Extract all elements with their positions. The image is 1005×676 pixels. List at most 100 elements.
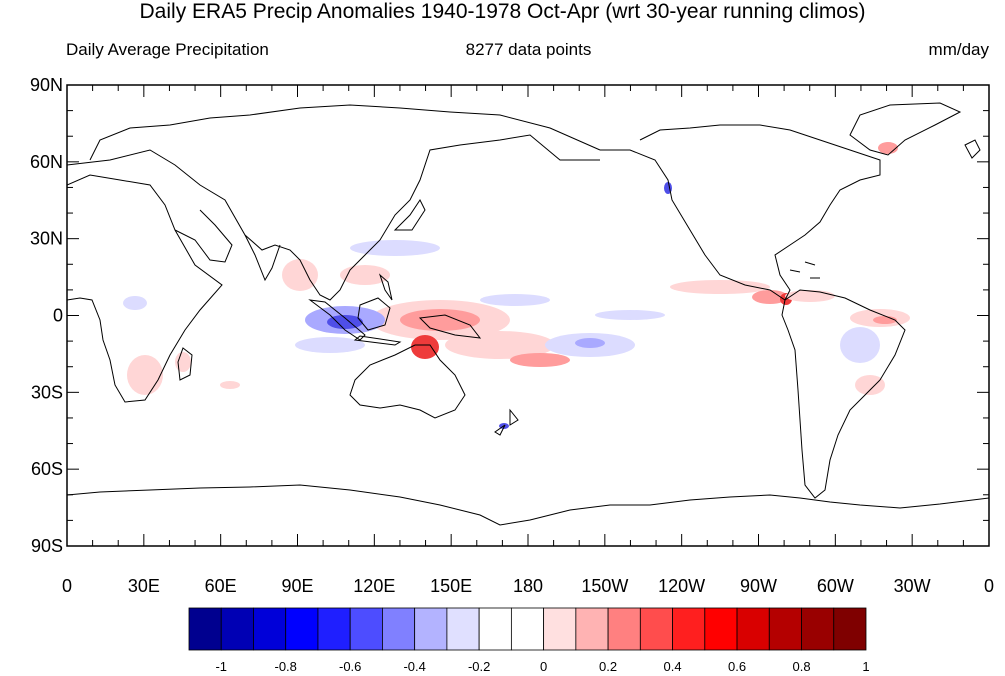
colorbar-swatch (349, 607, 383, 651)
subtitle-left: Daily Average Precipitation (66, 40, 269, 59)
colorbar-swatch (382, 607, 416, 651)
colorbar-label: -0.6 (339, 659, 361, 674)
colorbar-label: 0.2 (599, 659, 617, 674)
colorbar-label: 0.8 (792, 659, 810, 674)
subtitle-center: 8277 data points (465, 40, 592, 59)
colorbar-swatch (188, 607, 222, 651)
lon-label: 0 (984, 576, 994, 596)
longitude-labels: 0 30E 60E 90E 120E 150E 180 150W 120W 90W 60W 30W 0 (62, 576, 994, 596)
colorbar-labels: -1 -0.8 -0.6 -0.4 -0.2 0 0.2 0.4 0.6 0.8 1 (215, 659, 869, 674)
axis-ticks (66, 84, 990, 547)
anomaly-positive-region (282, 259, 318, 291)
anomaly-positive-region (340, 265, 390, 285)
coastline-australia (349, 344, 466, 419)
colorbar-swatch (607, 607, 641, 651)
colorbar-label: 0.4 (664, 659, 682, 674)
coastlines (67, 102, 989, 526)
colorbar-swatch (220, 607, 254, 651)
colorbar (188, 607, 867, 651)
lat-label: 0 (53, 306, 63, 326)
anomaly-positive-region (855, 375, 885, 395)
coastline-madagascar (177, 347, 193, 381)
anomaly-negative-region (350, 240, 440, 256)
colorbar-label: 0.6 (728, 659, 746, 674)
anomaly-negative-region (840, 327, 880, 363)
anomaly-positive-region (411, 335, 439, 359)
coastline-antarctica (67, 484, 989, 526)
subtitle-units: mm/day (928, 40, 989, 59)
colorbar-label: -1 (215, 659, 227, 674)
colorbar-swatch (639, 607, 673, 651)
anomaly-positive-region (670, 280, 770, 294)
coastline-greenland (849, 102, 962, 156)
colorbar-label: -0.2 (468, 659, 490, 674)
lat-label: 90S (31, 536, 63, 556)
lon-label: 150W (581, 576, 628, 596)
lon-label: 30E (128, 576, 160, 596)
anomaly-field (123, 142, 910, 429)
colorbar-swatch (414, 607, 448, 651)
colorbar-swatch (510, 607, 545, 651)
colorbar-swatch (801, 607, 835, 651)
colorbar-label: -0.8 (275, 659, 297, 674)
chart-title: Daily ERA5 Precip Anomalies 1940-1978 Oc… (139, 0, 866, 23)
coastline-eurasia (67, 134, 600, 301)
anomaly-negative-region (295, 337, 365, 353)
lon-label: 60E (205, 576, 237, 596)
anomaly-positive-region (175, 352, 191, 372)
colorbar-swatch (543, 607, 577, 651)
anomaly-positive-region (752, 290, 788, 304)
lon-label: 120E (353, 576, 395, 596)
anomaly-positive-region (878, 142, 898, 154)
coastline-uk (964, 139, 981, 159)
colorbar-swatch (736, 607, 770, 651)
anomaly-positive-region (220, 381, 240, 389)
colorbar-swatch (768, 607, 802, 651)
map-frame (66, 84, 990, 547)
anomaly-positive-region (400, 309, 480, 331)
lat-label: 30N (30, 229, 63, 249)
coastline-arabia (174, 209, 233, 263)
anomaly-negative-region (123, 296, 147, 310)
colorbar-swatch (833, 607, 867, 651)
coastline-borneo (357, 297, 391, 331)
colorbar-swatch (704, 607, 738, 651)
coastline-south-america (781, 289, 906, 499)
lon-label: 30W (894, 576, 931, 596)
lon-label: 60W (817, 576, 854, 596)
anomaly-positive-region (445, 331, 555, 359)
colorbar-label: 1 (862, 659, 869, 674)
coastline-philippines (378, 273, 393, 301)
anomaly-positive-region (873, 316, 897, 324)
coastline-caribbean (789, 261, 820, 279)
colorbar-swatch (253, 607, 287, 651)
coastline-newzealand (494, 408, 519, 436)
colorbar-swatch (446, 607, 480, 651)
colorbar-label: -0.4 (403, 659, 425, 674)
colorbar-label: 0 (540, 659, 547, 674)
coastline-arctic (89, 104, 601, 161)
anomaly-negative-region (575, 338, 605, 348)
colorbar-swatch (672, 607, 706, 651)
anomaly-positive-region (785, 290, 835, 302)
coastline-sumatra (308, 299, 366, 341)
lat-label: 60N (30, 152, 63, 172)
anomaly-negative-region (595, 310, 665, 320)
lon-label: 0 (62, 576, 72, 596)
lon-label: 150E (430, 576, 472, 596)
lon-label: 90W (740, 576, 777, 596)
anomaly-positive-region (510, 353, 570, 367)
lat-label: 60S (31, 459, 63, 479)
colorbar-swatch (317, 607, 351, 651)
lat-label: 90N (30, 75, 63, 95)
lon-label: 90E (281, 576, 313, 596)
coastline-newguinea (418, 314, 482, 339)
anomaly-negative-region (480, 294, 550, 306)
anomaly-positive-region (127, 355, 163, 395)
lon-label: 180 (513, 576, 543, 596)
coastline-north-america (600, 124, 881, 301)
lat-label: 30S (31, 382, 63, 402)
colorbar-swatch (575, 607, 609, 651)
coastline-india (244, 234, 281, 282)
